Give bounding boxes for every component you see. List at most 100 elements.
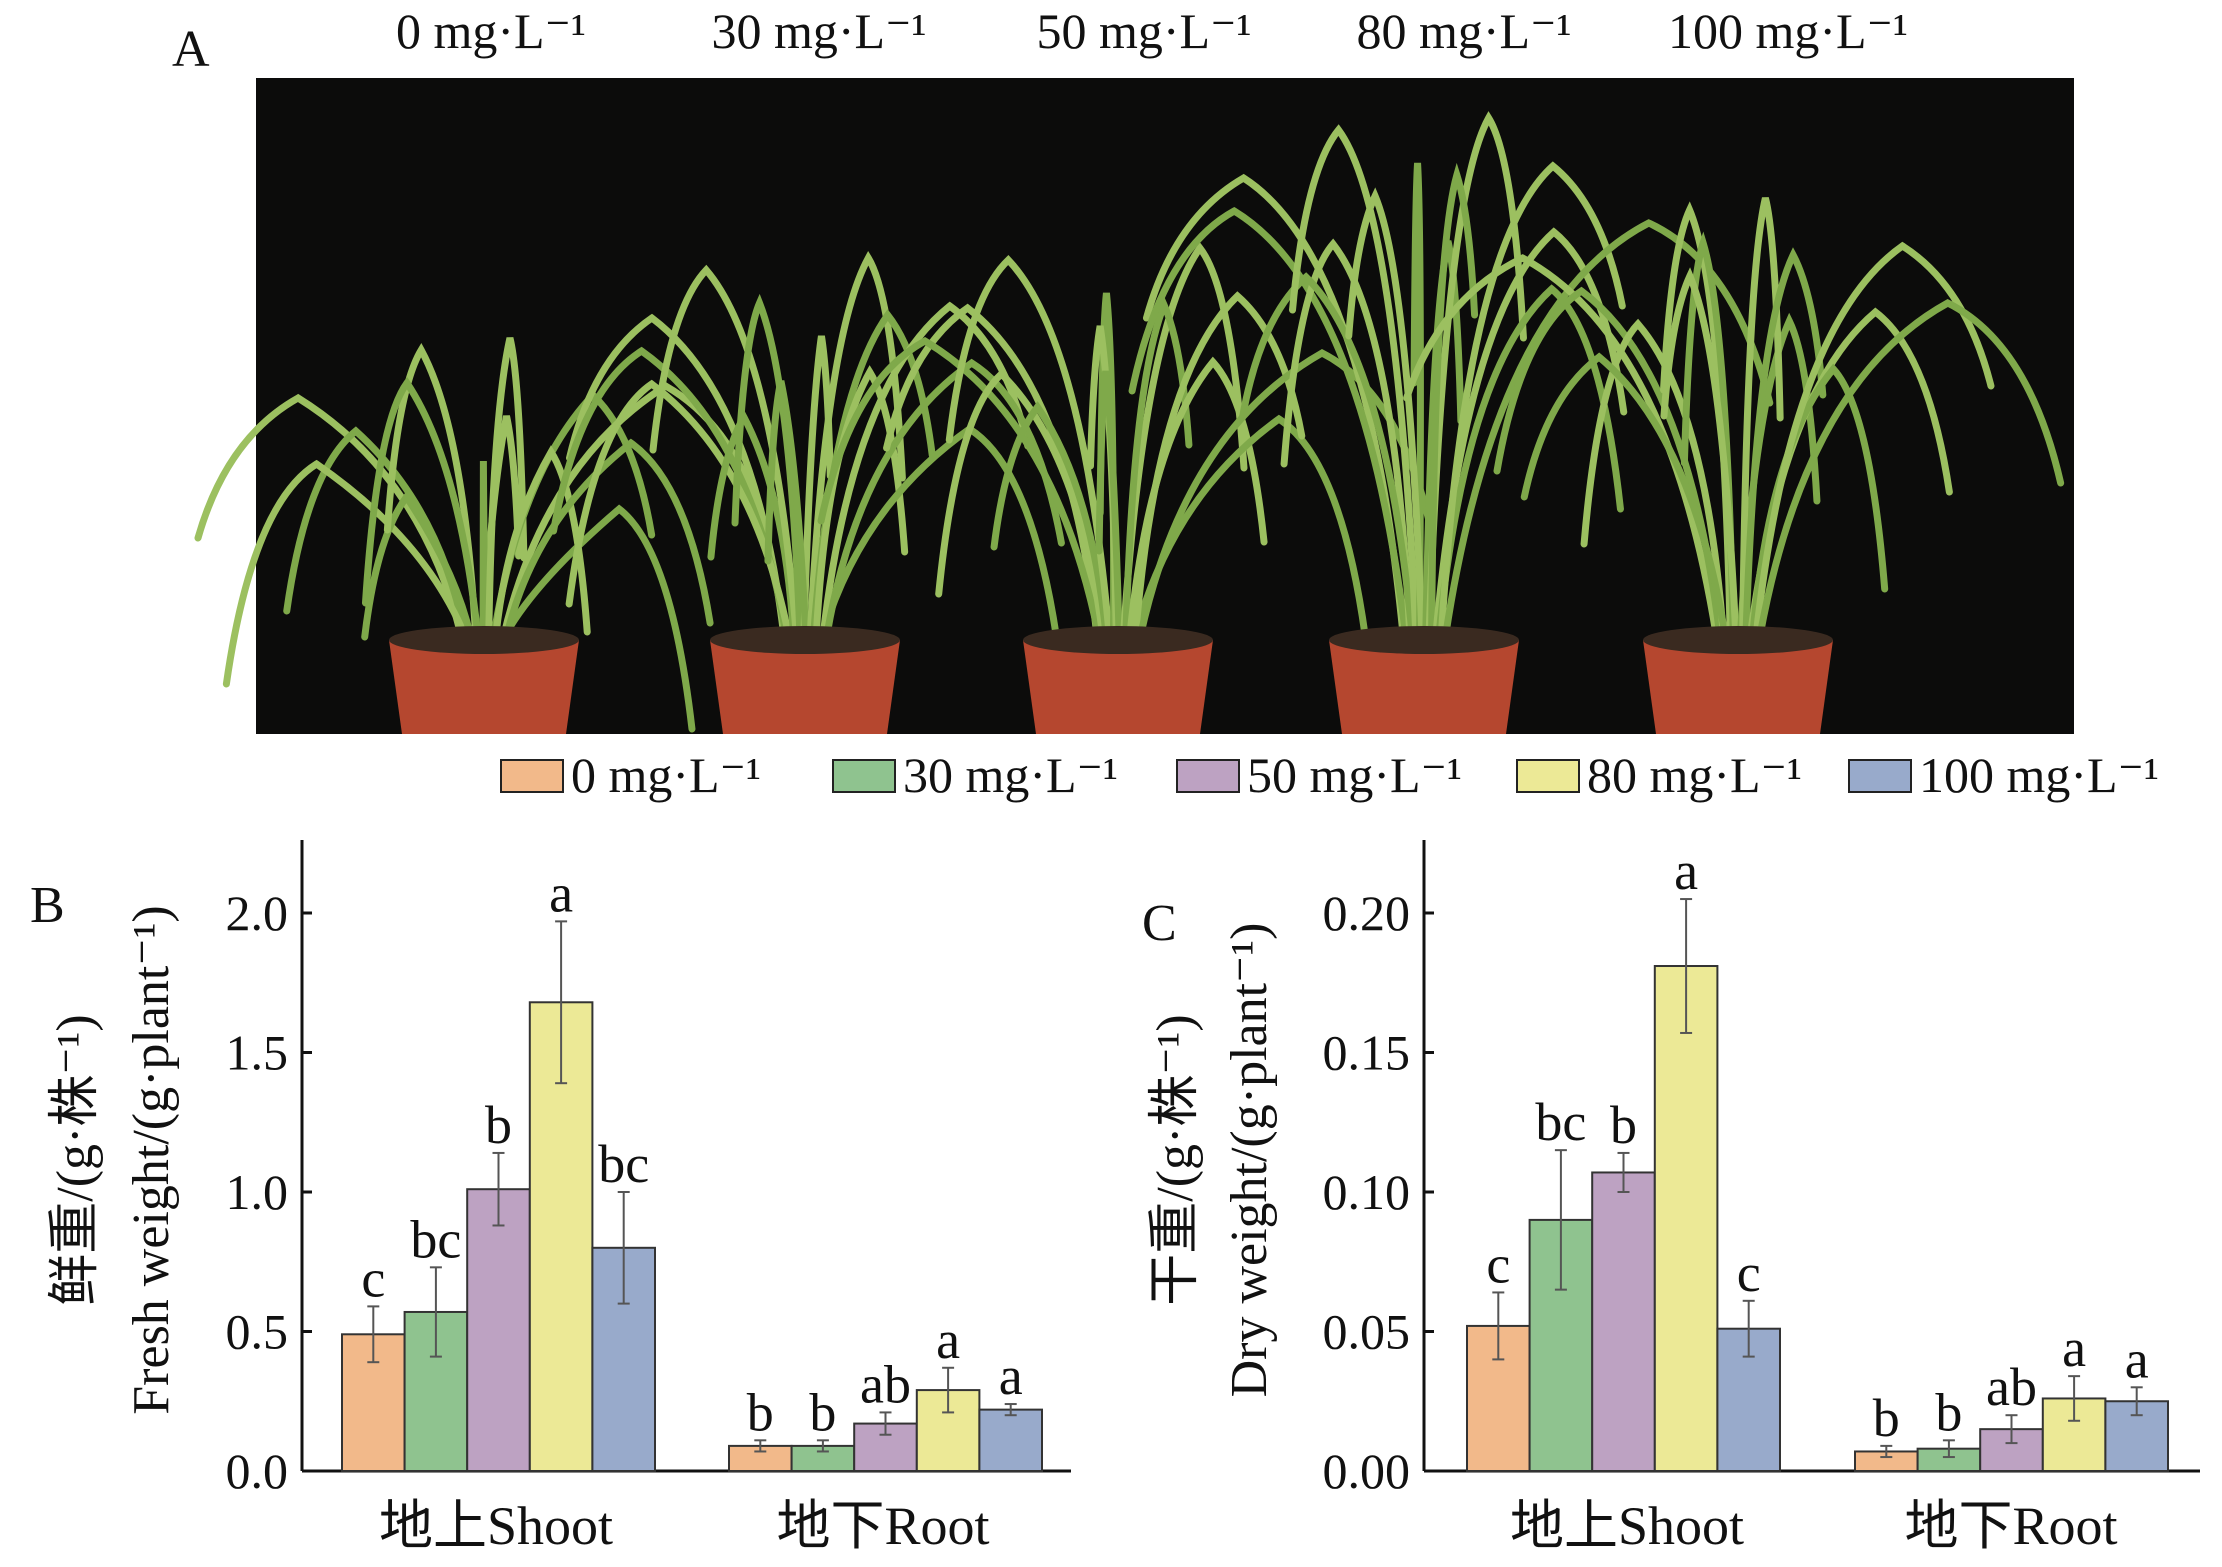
y-tick-label: 2.0 xyxy=(226,885,289,941)
leaf xyxy=(1410,162,1424,654)
significance-letter: b xyxy=(1935,1382,1962,1442)
leaf xyxy=(1289,124,1420,654)
leaf xyxy=(1095,370,1123,654)
y-tick-label: 1.0 xyxy=(226,1164,289,1220)
y-tick-label: 0.00 xyxy=(1323,1443,1411,1499)
concentration-label: 0 mg·L⁻¹ xyxy=(396,3,586,59)
legend-label: 30 mg·L⁻¹ xyxy=(903,747,1118,803)
leaf xyxy=(1748,363,1889,654)
leaf xyxy=(1660,267,1740,654)
soil xyxy=(1643,626,1833,654)
legend-swatch xyxy=(1516,759,1580,793)
significance-letter: bc xyxy=(410,1209,461,1269)
significance-letter: c xyxy=(1486,1234,1510,1294)
bar xyxy=(978,1408,1044,1472)
soil xyxy=(1023,626,1213,654)
legend-swatch xyxy=(500,759,564,793)
significance-letter: bc xyxy=(598,1134,649,1194)
leaf xyxy=(1520,352,1731,654)
significance-letter: a xyxy=(549,863,573,923)
concentration-label: 50 mg·L⁻¹ xyxy=(1037,3,1252,59)
significance-letter: a xyxy=(1674,841,1698,901)
leaf xyxy=(1742,247,1827,654)
plant-4 xyxy=(1403,197,2065,734)
pot xyxy=(1023,640,1213,734)
leaf xyxy=(649,264,801,654)
legend: 0 mg·L⁻¹ 30 mg·L⁻¹ 50 mg·L⁻¹ 80 mg·L⁻¹ 100 m… xyxy=(500,747,2159,803)
soil xyxy=(389,626,579,654)
y-tick-label: 0.20 xyxy=(1323,885,1411,941)
plant-photo: 0 mg·L⁻¹ 30 mg·L⁻¹ 50 mg·L⁻¹ 80 mg·L⁻¹ 100 m… xyxy=(194,3,2074,734)
x-category-label: 地上Shoot xyxy=(379,1496,613,1556)
leaf xyxy=(1403,254,1722,654)
y-tick-label: 1.5 xyxy=(226,1025,289,1081)
legend-label: 80 mg·L⁻¹ xyxy=(1587,747,1802,803)
significance-letter: a xyxy=(2125,1329,2149,1389)
leaf xyxy=(222,459,474,688)
leaf xyxy=(479,460,489,654)
leaf xyxy=(500,438,714,654)
leaf xyxy=(1239,272,1417,654)
leaf xyxy=(485,337,528,654)
significance-letter: a xyxy=(999,1346,1023,1406)
legend-swatch xyxy=(1176,759,1240,793)
pot xyxy=(710,640,900,734)
y-axis-label: Dry weight/(g·plant⁻¹) xyxy=(1221,923,1278,1398)
bar xyxy=(1653,965,1719,1472)
y-tick-label: 0.10 xyxy=(1323,1164,1411,1220)
leaf xyxy=(1428,162,1479,654)
leaf xyxy=(935,369,1108,654)
leaf xyxy=(1128,206,1411,654)
y-axis-label: Fresh weight/(g·plant⁻¹) xyxy=(123,905,180,1415)
pot xyxy=(389,640,579,734)
x-category-label: 地上Shoot xyxy=(1510,1496,1744,1556)
significance-letter: a xyxy=(936,1310,960,1370)
x-category-label: 地下Root xyxy=(1904,1496,2117,1556)
leaf xyxy=(1280,238,1414,654)
concentration-label: 30 mg·L⁻¹ xyxy=(712,3,927,59)
leaf xyxy=(1754,299,2065,654)
leaf xyxy=(361,376,483,654)
y-tick-label: 0.5 xyxy=(226,1304,289,1360)
leaf xyxy=(945,255,1114,654)
plant-1 xyxy=(550,250,1065,734)
panel-label-c: C xyxy=(1142,895,1177,952)
significance-letter: c xyxy=(361,1248,385,1308)
leaf xyxy=(1119,242,1248,654)
y-axis-label-cn: 干重/(g·株⁻¹) xyxy=(1147,1014,1204,1305)
leaf xyxy=(1580,318,1728,654)
y-tick-label: 0.05 xyxy=(1323,1304,1411,1360)
legend-label: 50 mg·L⁻¹ xyxy=(1247,747,1462,803)
pot xyxy=(1643,640,1833,734)
leaf xyxy=(1440,219,1774,654)
bar xyxy=(1591,1171,1656,1472)
legend-label: 100 mg·L⁻¹ xyxy=(1919,747,2159,803)
panel-label-b: B xyxy=(30,877,65,934)
leaf xyxy=(1437,161,1626,654)
leaf xyxy=(194,393,468,654)
soil xyxy=(710,626,900,654)
soil xyxy=(1329,626,1519,654)
plant-2 xyxy=(817,242,1436,734)
y-tick-label: 0.15 xyxy=(1323,1025,1411,1081)
leaf xyxy=(494,504,696,733)
legend-swatch xyxy=(1848,759,1912,793)
significance-letter: b xyxy=(747,1382,774,1442)
significance-letter: b xyxy=(809,1382,836,1442)
concentration-label: 100 mg·L⁻¹ xyxy=(1668,3,1908,59)
legend-label: 0 mg·L⁻¹ xyxy=(571,747,761,803)
significance-letter: a xyxy=(2062,1318,2086,1378)
leaf xyxy=(1131,291,1306,654)
leaf xyxy=(1345,187,1426,654)
leaf xyxy=(764,380,810,654)
y-tick-label: 0.0 xyxy=(226,1443,289,1499)
pot xyxy=(1329,640,1519,734)
concentration-label: 80 mg·L⁻¹ xyxy=(1357,3,1572,59)
leaf xyxy=(990,401,1111,654)
leaf xyxy=(731,293,804,654)
significance-letter: b xyxy=(1610,1095,1637,1155)
leaf xyxy=(817,336,1105,654)
